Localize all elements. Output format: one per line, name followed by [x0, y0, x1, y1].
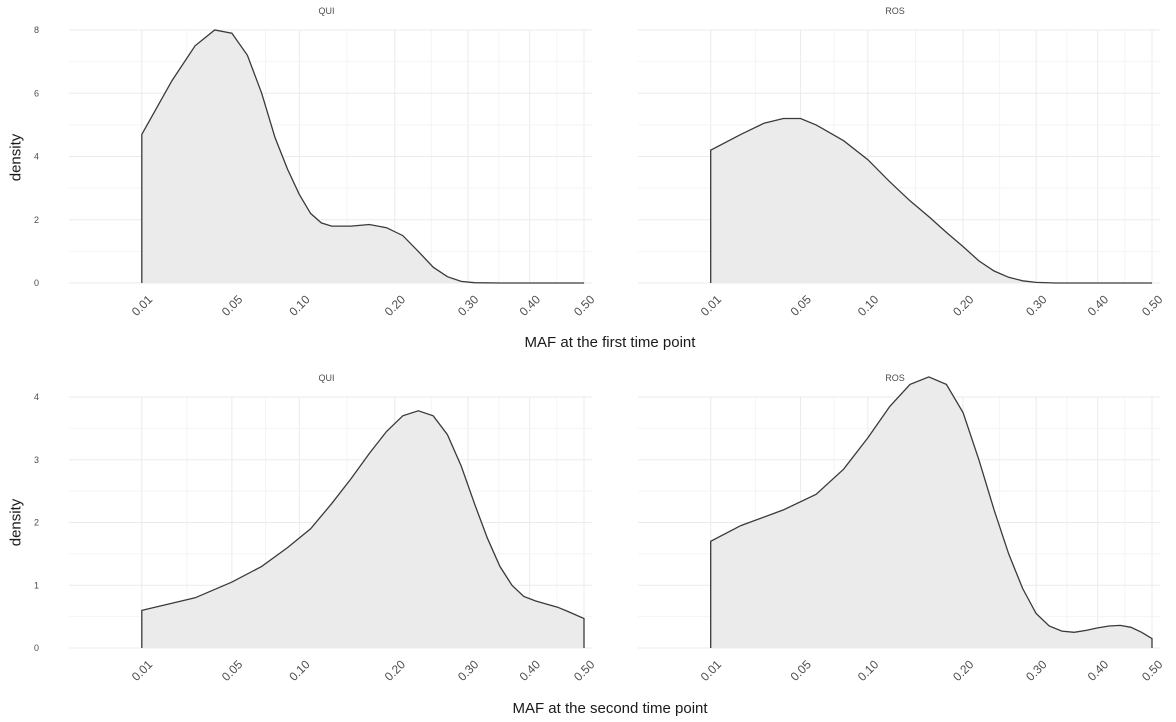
y-tick-label: 4: [34, 152, 39, 162]
x-tick-label: 0.05: [788, 292, 815, 319]
x-tick-label: 0.20: [382, 657, 409, 684]
facet-strip-label: ROS: [885, 373, 905, 383]
x-tick-label: 0.30: [455, 292, 482, 319]
y-tick-label: 1: [34, 580, 39, 590]
y-tick-label: 2: [34, 518, 39, 528]
panel-ros-row1: ROS 0.01 0.05 0.10 0.20 0.30 0.40 0.50: [638, 6, 1166, 319]
x-tick-label: 0.40: [1085, 292, 1112, 319]
x-tick-label: 0.01: [698, 292, 725, 319]
x-tick-label: 0.10: [286, 657, 313, 684]
x-axis-label-row1: MAF at the first time point: [524, 334, 696, 351]
facet-strip-label: QUI: [318, 373, 334, 383]
y-tick-label: 6: [34, 88, 39, 98]
y-tick-label: 4: [34, 392, 39, 402]
facet-strip-label: QUI: [318, 6, 334, 16]
density-area: [710, 376, 1152, 648]
y-tick-label: 2: [34, 215, 39, 225]
y-tick-label: 8: [34, 25, 39, 35]
density-line: [710, 117, 1152, 284]
density-line: [710, 376, 1153, 648]
x-tick-label: 0.20: [950, 657, 977, 684]
x-tick-label: 0.01: [698, 657, 725, 684]
x-tick-label: 0.05: [219, 292, 246, 319]
x-tick-label: 0.30: [1023, 657, 1050, 684]
x-tick-label: 0.30: [455, 657, 482, 684]
x-tick-label: 0.40: [517, 657, 544, 684]
x-tick-label: 0.10: [855, 292, 882, 319]
x-tick-label: 0.01: [129, 292, 156, 319]
x-tick-label: 0.50: [571, 657, 598, 684]
density-area: [141, 30, 585, 283]
x-tick-label: 0.40: [1085, 657, 1112, 684]
x-tick-label: 0.20: [382, 292, 409, 319]
x-tick-label: 0.01: [129, 657, 156, 684]
y-tick-label: 0: [34, 278, 39, 288]
x-tick-label: 0.20: [950, 292, 977, 319]
y-tick-label: 0: [34, 643, 39, 653]
x-axis-label-row2: MAF at the second time point: [512, 700, 708, 717]
panel-ros-row2: ROS 0.01 0.05 0.10 0.20 0.30 0.40 0.50: [638, 373, 1166, 684]
density-line: [141, 29, 584, 284]
x-tick-label: 0.30: [1023, 292, 1050, 319]
x-tick-label: 0.10: [286, 292, 313, 319]
facet-strip-label: ROS: [885, 6, 905, 16]
density-area: [710, 118, 1152, 283]
y-tick-label: 3: [34, 455, 39, 465]
y-axis-label-row1: density: [7, 133, 25, 182]
y-axis-label-row2: density: [7, 498, 25, 547]
x-tick-label: 0.05: [788, 657, 815, 684]
panel-qui-row1: QUI 0.01 0.05 0.10 0.20 0.30 0.40 0.50 0 2 4 6 8: [34, 6, 598, 319]
panel-qui-row2: QUI 0.01 0.05 0.10 0.20 0.30 0.40 0.50 0 1 2 3 4: [34, 373, 598, 684]
x-tick-label: 0.50: [1139, 657, 1166, 684]
x-tick-label: 0.50: [571, 292, 598, 319]
x-tick-label: 0.50: [1139, 292, 1166, 319]
density-line: [141, 410, 585, 648]
x-tick-label: 0.05: [219, 657, 246, 684]
x-tick-label: 0.40: [517, 292, 544, 319]
x-tick-label: 0.10: [855, 657, 882, 684]
density-area: [141, 410, 585, 648]
